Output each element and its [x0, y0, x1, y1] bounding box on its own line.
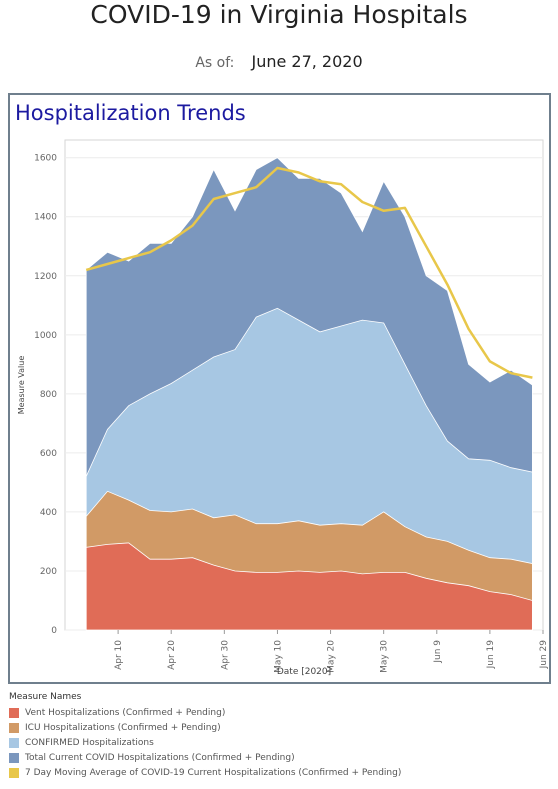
x-tick-label: Apr 30 [220, 640, 230, 670]
legend-swatch [9, 707, 19, 718]
y-tick-label: 1600 [34, 154, 57, 164]
legend-swatch [9, 752, 19, 763]
y-tick-label: 1400 [34, 213, 57, 223]
legend-label: Vent Hospitalizations (Confirmed + Pendi… [25, 707, 226, 718]
legend-label: ICU Hospitalizations (Confirmed + Pendin… [25, 722, 221, 733]
x-tick-label: May 10 [273, 640, 283, 673]
x-tick-label: Jun 29 [539, 640, 549, 670]
legend-item[interactable]: 7 Day Moving Average of COVID-19 Current… [9, 765, 401, 780]
legend-swatch [9, 737, 19, 748]
legend: Measure Names Vent Hospitalizations (Con… [9, 692, 401, 780]
x-tick-label: Apr 20 [167, 640, 177, 670]
legend-item[interactable]: Vent Hospitalizations (Confirmed + Pendi… [9, 705, 401, 720]
y-tick-label: 0 [51, 626, 57, 636]
moving-average-line [85, 166, 533, 379]
y-tick-label: 800 [40, 390, 57, 400]
y-axis-title: Measure Value [17, 356, 26, 415]
legend-label: CONFIRMED Hospitalizations [25, 737, 154, 748]
legend-label: Total Current COVID Hospitalizations (Co… [25, 752, 295, 763]
chart-title: Hospitalization Trends [15, 101, 246, 125]
as-of-line: As of: June 27, 2020 [0, 52, 558, 71]
legend-label: 7 Day Moving Average of COVID-19 Current… [25, 767, 402, 778]
y-tick-label: 400 [40, 508, 57, 518]
legend-items: Vent Hospitalizations (Confirmed + Pendi… [9, 705, 401, 780]
y-tick-label: 200 [40, 567, 57, 577]
area-vent [85, 542, 533, 631]
x-tick-label: Jun 19 [486, 640, 496, 670]
y-tick-label: 600 [40, 449, 57, 459]
page-title: COVID-19 in Virginia Hospitals [90, 0, 468, 29]
legend-item[interactable]: CONFIRMED Hospitalizations [9, 735, 401, 750]
y-tick-label: 1000 [34, 331, 57, 341]
x-tick-label: May 20 [327, 640, 337, 673]
legend-item[interactable]: ICU Hospitalizations (Confirmed + Pendin… [9, 720, 401, 735]
as-of-label: As of: [195, 55, 235, 71]
chart-panel: Hospitalization Trends 0 200 400 600 800 1000… [8, 93, 551, 684]
y-tick-label: 1200 [34, 272, 57, 282]
x-tick-label: Apr 10 [114, 640, 124, 670]
legend-item[interactable]: Total Current COVID Hospitalizations (Co… [9, 750, 401, 765]
x-tick-label: May 30 [380, 640, 390, 673]
legend-swatch [9, 722, 19, 733]
legend-title: Measure Names [9, 692, 82, 702]
hospitalization-trends-chart[interactable]: 0 200 400 600 800 1000 1200 1400 1600 Apr 10 Apr 2… [10, 95, 549, 682]
x-axis-title: Date [2020] [277, 667, 331, 677]
legend-swatch [9, 767, 19, 778]
x-tick-label: Jun 9 [433, 640, 443, 664]
as-of-date: June 27, 2020 [251, 52, 363, 71]
